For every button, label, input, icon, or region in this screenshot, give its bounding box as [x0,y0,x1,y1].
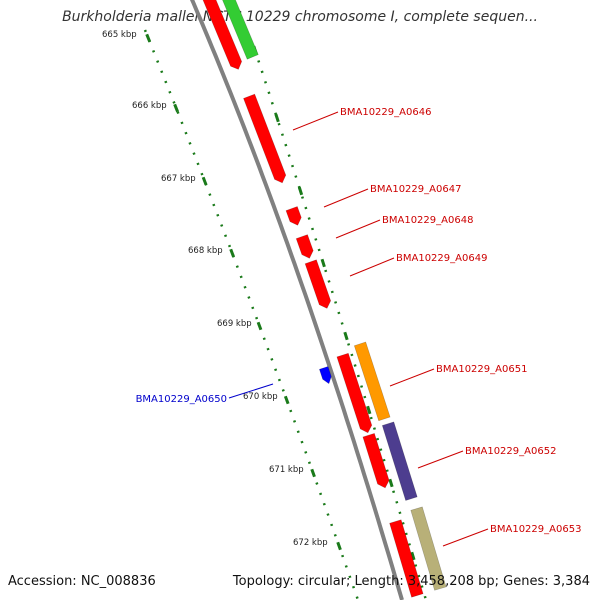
gene-label: BMA10229_A0651 [436,364,527,375]
cog-bar-a0651 [353,341,391,422]
kbp-tick-inner [229,248,235,258]
cog-bar-a0653 [410,506,447,591]
gene-bar-a0651 [336,352,373,434]
gene-leader-line [349,257,395,277]
gene-leader-line [442,528,489,547]
kbp-tick-inner [336,541,342,551]
topology-text: Topology: circular; Length: 3,458,208 bp… [232,574,590,589]
gene-leader-line [389,368,435,387]
kbp-tick-label: 669 kbp [217,319,252,329]
kbp-tick-outer [410,551,416,561]
kbp-tick-outer [366,405,372,415]
gene-bar-a0646 [243,93,287,184]
kbp-tick-inner [145,33,152,43]
cog-bar-a0645 [222,0,259,60]
gene-label: BMA10229_A0650 [136,394,227,405]
kbp-tick-inner [201,176,208,186]
kbp-tick-label: 670 kbp [243,392,278,402]
kbp-tick-label: 671 kbp [269,465,304,475]
gene-leader-line [417,450,464,469]
gene-bar-a0653 [389,519,424,598]
gene-bar-a0650 [319,366,332,385]
gene-label: BMA10229_A0653 [490,524,581,535]
gene-leader-line [292,111,339,131]
gene-bar-a0645 [202,0,243,70]
cog-bar-a0652 [381,421,418,501]
backbone-ring [189,0,404,600]
accession-text: Accession: NC_008836 [8,574,156,589]
gene-bar-a0647 [285,206,302,226]
gene-label: BMA10229_A0649 [396,253,487,264]
gene-bar-a0648 [295,234,314,259]
gene-label: BMA10229_A0648 [382,215,473,226]
kbp-tick-outer [297,186,304,196]
tick-label-layer: 665 kbp 666 kbp 667 kbp 668 kbp 669 kbp 670 k… [102,30,328,548]
gene-leader-line [228,383,274,399]
kbp-tick-inner [256,321,263,331]
kbp-tick-outer [343,331,349,341]
gene-leader-line [323,188,369,208]
kbp-tick-label: 666 kbp [132,101,167,111]
gene-label-layer: BMA10229_A0646 BMA10229_A0647 BMA10229_A06… [136,107,581,547]
kbp-tick-outer [274,113,280,123]
kbp-tick-outer [320,258,326,268]
kbp-tick-label: 667 kbp [161,174,196,184]
gene-label: BMA10229_A0647 [370,184,461,195]
map-title: Burkholderia mallei NCTC 10229 chromosom… [62,9,538,25]
kbp-tick-inner [173,103,179,113]
gene-bar-a0652 [362,433,390,489]
gene-label: BMA10229_A0646 [340,107,431,118]
gene-label: BMA10229_A0652 [465,446,556,457]
kbp-tick-label: 665 kbp [102,30,137,40]
gene-leader-line [335,219,381,239]
ring-layer [143,0,428,600]
feature-layer [202,0,447,598]
kbp-tick-label: 672 kbp [293,538,328,548]
kbp-tick-outer [388,478,394,488]
kbp-tick-inner [283,395,290,405]
kbp-tick-inner [310,468,316,478]
gene-bar-a0649 [304,259,332,309]
kbp-tick-label: 668 kbp [188,246,223,256]
tick-ring-outer [253,49,428,600]
